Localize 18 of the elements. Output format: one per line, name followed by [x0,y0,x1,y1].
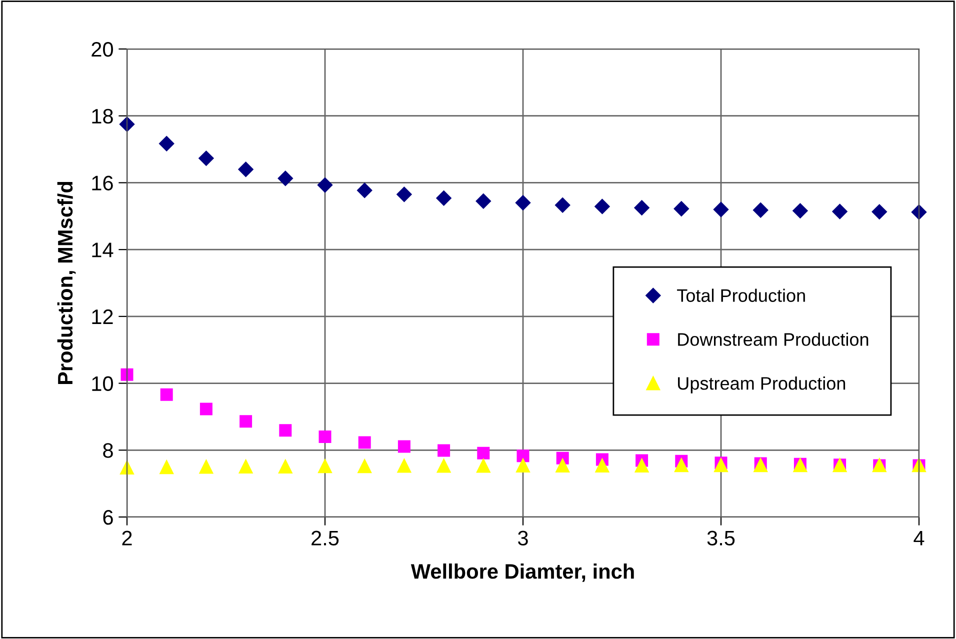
x-tick-label: 3.5 [707,530,735,546]
legend-label: Downstream Production [678,332,868,346]
y-axis-title: Production, MMscf/d [57,182,76,384]
y-tick-label: 6 [103,510,113,525]
y-tick-label: 10 [92,376,113,392]
x-tick-label: 2.5 [312,530,339,546]
x-tick-label: 3 [518,530,528,546]
y-tick-label: 12 [92,309,113,324]
x-axis-title: Wellbore Diamter, inch [410,564,634,582]
y-tick-label: 14 [92,242,114,258]
x-tick-label: 4 [914,530,924,546]
y-tick-label: 8 [103,443,113,458]
y-tick-label: 18 [92,108,113,124]
y-tick-label: 20 [92,42,113,57]
x-tick-label: 2 [122,530,132,546]
legend-label: Upstream Production [678,376,846,394]
legend-label: Total Production [677,288,805,302]
y-tick-label: 16 [92,176,113,190]
